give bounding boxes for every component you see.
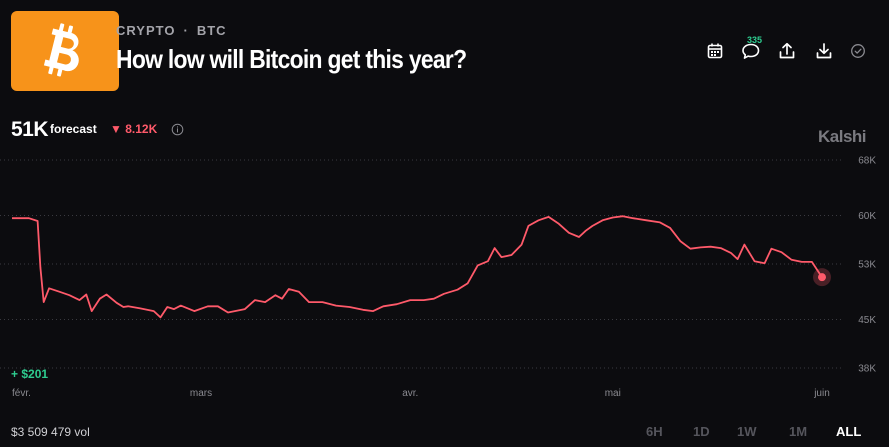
comment-icon [742, 43, 760, 59]
y-tick-label-4: 38K [858, 364, 876, 375]
breadcrumb-category[interactable]: CRYPTO [116, 23, 176, 38]
bitcoin-logo [11, 11, 119, 91]
forecast-change: ▼ 8.12K [110, 122, 158, 136]
series-line [12, 215, 823, 319]
y-tick-label-3: 45K [858, 315, 876, 326]
range-1d[interactable]: 1D [693, 424, 710, 439]
info-icon[interactable] [171, 123, 184, 141]
share-button[interactable] [778, 42, 798, 62]
range-all[interactable]: ALL [836, 424, 862, 439]
calendar-button[interactable] [706, 42, 726, 62]
bitcoin-b-icon [43, 23, 79, 77]
x-tick-label-3: mai [605, 388, 621, 399]
breadcrumb-ticker[interactable]: BTC [196, 23, 227, 38]
forecast-label: forecast [50, 122, 97, 136]
calendar-icon [707, 43, 723, 59]
x-tick-label-0: févr. [12, 388, 31, 399]
share-icon [779, 42, 795, 59]
kalshi-brand: Kalshi [818, 127, 867, 146]
check-circle-icon [851, 44, 865, 58]
range-1m[interactable]: 1M [789, 424, 808, 439]
forecast-value: 51K [11, 118, 49, 141]
range-1w[interactable]: 1W [737, 424, 757, 439]
y-tick-label-0: 68K [858, 156, 876, 167]
volume-value: $3 509 479 vol [11, 425, 90, 439]
comment-count-badge: 335 [747, 35, 763, 45]
x-tick-label-4: juin [813, 388, 830, 399]
breadcrumb: CRYPTO · BTC [116, 23, 227, 38]
x-tick-label-1: mars [190, 388, 212, 399]
y-tick-label-2: 53K [858, 260, 876, 271]
x-tick-label-2: avr. [402, 388, 418, 399]
download-icon [816, 43, 832, 59]
download-button[interactable] [815, 42, 835, 62]
check-button[interactable] [850, 43, 870, 63]
pnl-value: + $201 [11, 367, 49, 381]
x-axis: févr. mars avr. mai juin [12, 388, 830, 399]
current-point [818, 273, 826, 282]
y-axis: 68K 60K 53K 45K 38K [858, 156, 876, 375]
range-6h[interactable]: 6H [646, 424, 663, 439]
breadcrumb-separator: · [183, 23, 189, 38]
y-tick-label-1: 60K [858, 211, 876, 222]
comments-button[interactable] [741, 42, 761, 62]
page-title: How low will Bitcoin get this year? [116, 44, 467, 74]
grid-lines [0, 159, 842, 369]
price-chart[interactable]: 68K 60K 53K 45K 38K févr. mars avr. mai juin [0, 150, 889, 400]
